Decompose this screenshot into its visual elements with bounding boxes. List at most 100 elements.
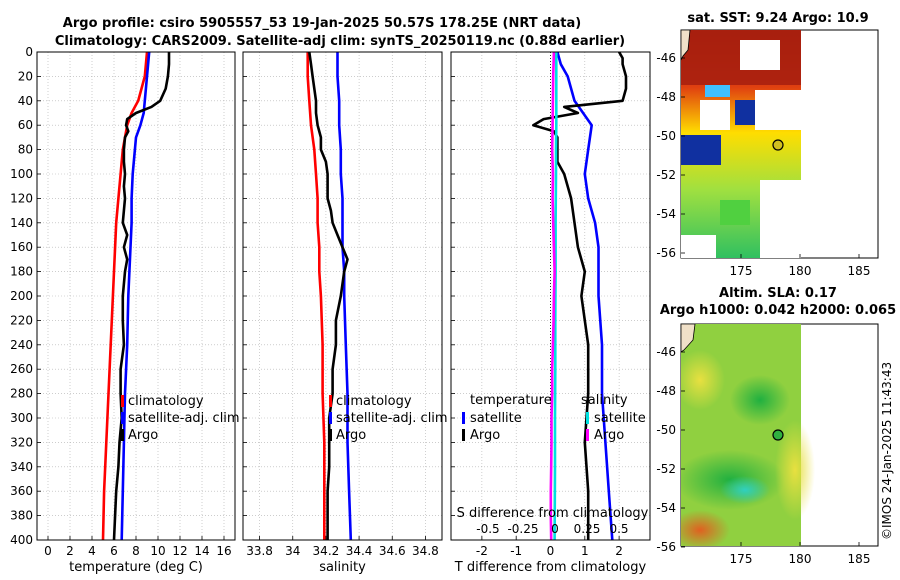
depth-tick-label: 0 [25,45,33,59]
depth-tick-label: 240 [10,338,33,352]
diff-legend-title-right: salinity [581,393,628,408]
diff-legend-label: Argo [594,428,624,443]
sst-map-ytick-label: -52 [656,168,676,182]
sla-field [681,324,815,546]
temp-xtick-label: 0 [44,544,52,558]
sst-map-ytick-label: -54 [656,207,676,221]
depth-tick-label: 360 [10,484,33,498]
sla-map-xtick-label: 175 [730,552,753,566]
sla-map: Altim. SLA: 0.17 Argo h1000: 0.042 h2000… [660,286,896,547]
series-t-satellite [556,51,614,541]
sal-xtick-label: 33.8 [246,544,273,558]
sla-map-ytick-label: -48 [656,384,676,398]
diff-xtick-label: 1 [581,544,589,558]
sst-field [681,30,801,258]
sal-axes-frame [242,51,443,541]
sst-argo-marker [772,139,784,151]
sst-map-ytick-label: -48 [656,90,676,104]
depth-tick-label: 140 [10,216,33,230]
sal-diff-tick-label: -0.25 [507,522,538,536]
diff-legend-swatch [586,429,589,441]
sla-map-xtick-label: 180 [789,552,812,566]
imos-watermark: ©IMOS 24-Jan-2025 11:43:43 [880,362,894,540]
diff-legend-swatch [586,412,589,424]
series-t-argo [531,51,628,540]
sst-map-xtick-label: 185 [848,264,871,278]
temp-legend-swatch [121,429,124,441]
temp-xtick-label: 10 [150,544,165,558]
sal-diff-axis-label: S difference from climatology [457,506,649,521]
sal-xtick-label: 34.6 [379,544,406,558]
sla-map-xtick-label: 185 [848,552,871,566]
sal-xlabel: salinity [319,560,366,575]
sla-map-title-line2: Argo h1000: 0.042 h2000: 0.065 [660,303,896,318]
diff-axes-frame [450,51,651,541]
sal-legend-label: Argo [336,428,366,443]
sst-map: sat. SST: 9.24 Argo: 10.9 [680,11,879,259]
temp-xtick-label: 6 [110,544,118,558]
sla-map-ytick-label: -56 [656,540,676,554]
temp-legend-swatch [121,412,124,424]
sla-map-ytick-label: -54 [656,501,676,515]
sal-legend-swatch [329,412,332,424]
sal-xtick-label: 34.2 [313,544,340,558]
sal-legend-swatch [329,429,332,441]
series-climatology [101,51,149,541]
temp-xtick-label: 2 [66,544,74,558]
sal-diff-tick-label: 0.5 [609,522,628,536]
diff-legend-label: satellite [470,411,522,426]
sal-legend-label: satellite-adj. clim [336,411,448,426]
depth-tick-label: 320 [10,435,33,449]
depth-tick-label: 300 [10,411,33,425]
temp-legend-label: climatology [128,394,204,409]
diff-xtick-label: -2 [476,544,488,558]
salinity-panel: 33.8 34 34.2 34.4 34.6 34.8 salinity climatolog… [242,51,448,575]
sst-map-ytick-label: -46 [656,51,676,65]
diff-legend-swatch [462,429,465,441]
sal-xtick-label: 34.4 [346,544,373,558]
sla-map-ytick-label: -52 [656,462,676,476]
diff-xlabel: T difference from climatology [454,560,647,575]
depth-tick-label: 380 [10,509,33,523]
sst-map-xtick-label: 175 [730,264,753,278]
sst-map-ytick-label: -56 [656,246,676,260]
diff-legend-label: satellite [594,411,646,426]
depth-tick-label: 120 [10,191,33,205]
depth-tick-label: 80 [18,143,33,157]
sal-diff-tick-label: 0 [551,522,559,536]
depth-tick-label: 260 [10,362,33,376]
temp-xtick-label: 14 [194,544,209,558]
series-s-satellite [553,52,558,541]
diff-xtick-label: 0 [547,544,555,558]
series-s-argo [549,51,556,541]
diff-legend-label: Argo [470,428,500,443]
figure-title-line1: Argo profile: csiro 5905557_53 19-Jan-20… [63,16,581,31]
series-argo [112,52,171,541]
temperature-panel: 0204060801001201401601802002202402602803… [10,45,240,575]
temp-xtick-label: 8 [132,544,140,558]
depth-tick-label: 200 [10,289,33,303]
temp-axes-frame [36,51,236,541]
sla-map-title-line1: Altim. SLA: 0.17 [719,286,837,301]
temp-legend-label: satellite-adj. clim [128,411,240,426]
temp-xlabel: temperature (deg C) [69,560,203,575]
temp-legend-swatch [121,395,124,407]
diff-legend-swatch [462,412,465,424]
sal-legend-label: climatology [336,394,412,409]
temp-xtick-label: 16 [216,544,231,558]
series-climatology [306,52,326,540]
depth-tick-label: 100 [10,167,33,181]
depth-tick-label: 280 [10,387,33,401]
sla-map-ytick-label: -46 [656,345,676,359]
temp-xtick-label: 4 [88,544,96,558]
depth-tick-label: 60 [18,118,33,132]
sla-argo-marker [772,429,784,441]
diff-xtick-label: 2 [615,544,623,558]
sal-legend-swatch [329,395,332,407]
depth-tick-label: 160 [10,240,33,254]
depth-tick-label: 180 [10,265,33,279]
figure-title-line2: Climatology: CARS2009. Satellite-adj cli… [55,34,625,49]
depth-tick-label: 220 [10,313,33,327]
sal-diff-tick-label: 0.25 [574,522,601,536]
depth-tick-label: 400 [10,533,33,547]
